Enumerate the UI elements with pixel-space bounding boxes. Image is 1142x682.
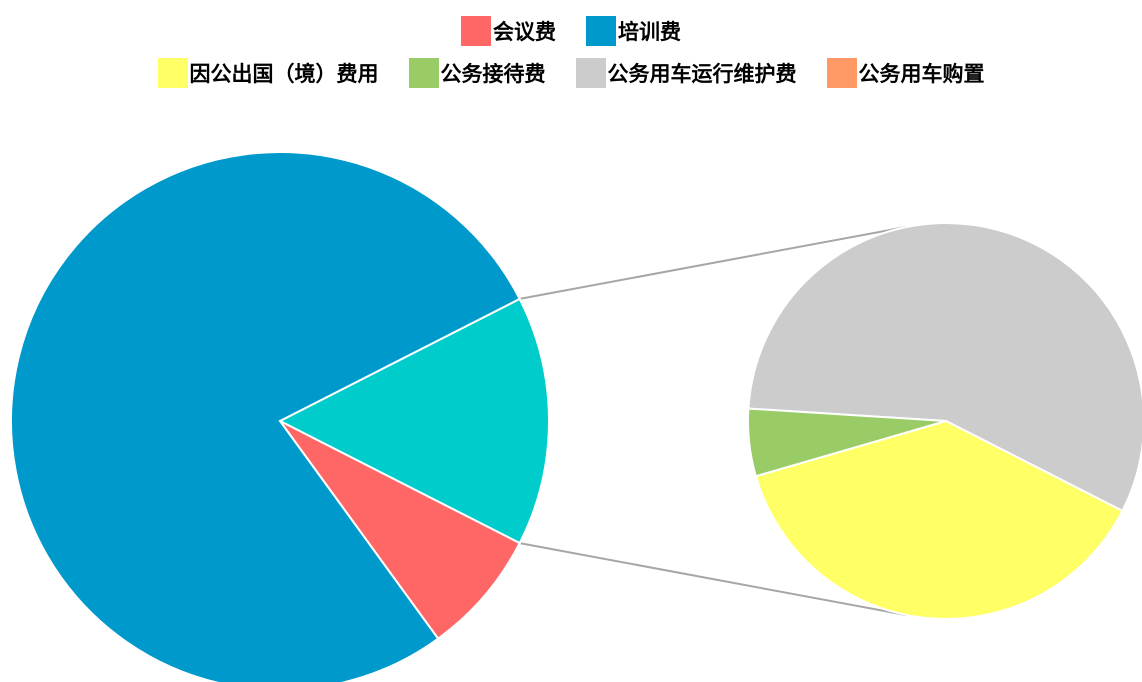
legend-label-overseas: 因公出国（境）费用 — [189, 62, 379, 86]
legend-item-vehicle-purchase: 公务用车购置 — [826, 58, 985, 88]
secondary-pie-slice-0 — [747, 222, 1142, 513]
legend-item-meeting: 会议费 — [461, 16, 556, 46]
legend-swatch-overseas — [157, 58, 188, 88]
legend-label-reception: 公务接待费 — [440, 62, 546, 86]
legend-item-reception: 公务接待费 — [408, 58, 546, 88]
main-pie — [10, 151, 550, 682]
legend-label-training: 培训费 — [618, 20, 681, 44]
legend-swatch-vehicle-purchase — [826, 58, 857, 88]
legend-label-vehicle-purchase: 公务用车购置 — [858, 62, 985, 86]
connector-line-bottom — [519, 542, 907, 616]
legend-row-2: 因公出国（境）费用 公务接待费 公务用车运行维护费 公务用车购置 — [0, 58, 1142, 88]
legend-swatch-reception — [408, 58, 439, 88]
legend-row-1: 会议费 培训费 — [0, 16, 1142, 46]
legend-item-training: 培训费 — [586, 16, 681, 46]
main-pie-slice-2 — [277, 297, 550, 545]
legend-item-vehicle-maintenance: 公务用车运行维护费 — [575, 58, 797, 88]
legend-item-overseas: 因公出国（境）费用 — [157, 58, 379, 88]
main-pie-slice-1 — [279, 420, 522, 641]
legend-label-vehicle-maintenance: 公务用车运行维护费 — [607, 62, 797, 86]
legend-swatch-training — [586, 16, 616, 46]
main-pie-slice-0 — [10, 151, 522, 682]
secondary-pie-slice-2 — [754, 419, 1124, 620]
legend-label-meeting: 会议费 — [493, 20, 556, 44]
connector-lines — [519, 226, 907, 616]
legend-swatch-meeting — [461, 16, 491, 46]
connector-line-top — [519, 226, 907, 300]
secondary-pie-slice-1 — [747, 407, 947, 478]
legend-swatch-vehicle-maintenance — [575, 58, 606, 88]
secondary-pie — [747, 222, 1142, 620]
